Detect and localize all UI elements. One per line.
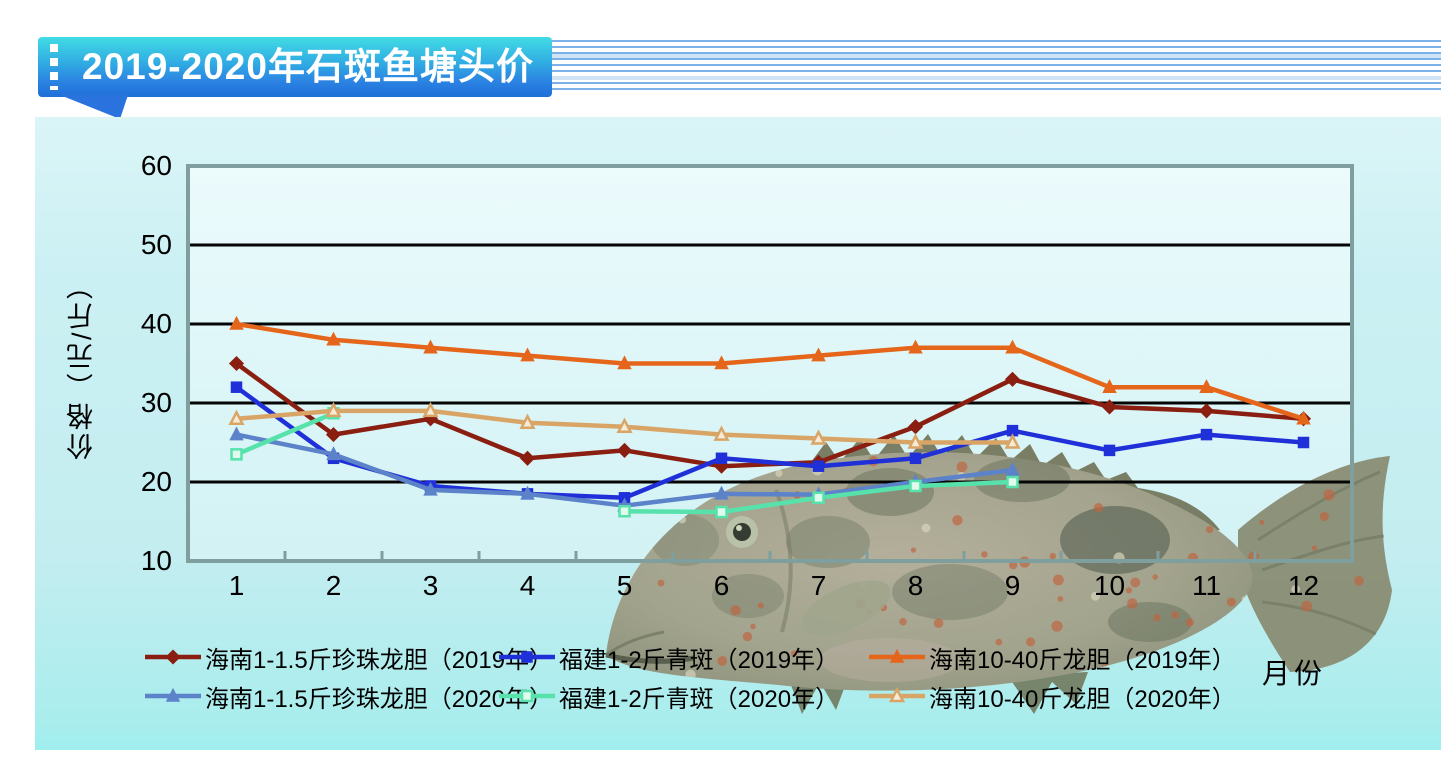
y-tick-label: 10 xyxy=(140,545,172,576)
page-title: 2019-2020年石斑鱼塘头价 xyxy=(82,46,534,87)
y-tick-label: 50 xyxy=(140,229,172,260)
x-tick-label: 8 xyxy=(907,570,924,601)
y-tick-label: 30 xyxy=(140,387,172,418)
x-tick-label: 11 xyxy=(1191,570,1222,601)
x-tick-label: 1 xyxy=(228,570,245,601)
x-tick-label: 6 xyxy=(713,570,730,601)
x-axis-title: 月份 xyxy=(1262,658,1327,689)
banner-tail-icon xyxy=(60,95,128,119)
x-tick-label: 5 xyxy=(616,570,633,601)
y-tick-label: 60 xyxy=(140,150,172,181)
x-tick-label: 2 xyxy=(325,570,342,601)
y-tick-label: 40 xyxy=(140,308,172,339)
banner-dashed-line-icon xyxy=(50,44,58,90)
x-tick-label: 9 xyxy=(1004,570,1021,601)
header-pinstripes xyxy=(552,40,1441,93)
title-banner: 2019-2020年石斑鱼塘头价 xyxy=(38,37,552,97)
x-tick-label: 12 xyxy=(1287,570,1320,601)
x-tick-label: 7 xyxy=(810,570,827,601)
x-tick-label: 10 xyxy=(1093,570,1126,601)
x-tick-label: 3 xyxy=(422,570,439,601)
x-tick-label: 4 xyxy=(519,570,536,601)
y-tick-label: 20 xyxy=(140,466,172,497)
y-axis-title: 价格（元/斤） xyxy=(67,269,97,461)
